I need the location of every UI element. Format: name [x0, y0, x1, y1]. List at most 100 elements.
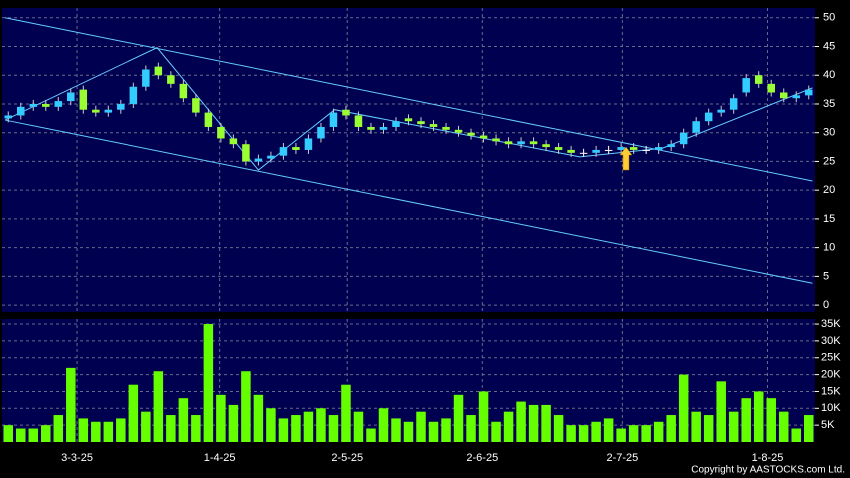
y-tick-label: 15K — [821, 385, 841, 397]
y-tick-label: 10K — [821, 402, 841, 414]
x-tick-label: 1-4-25 — [204, 452, 236, 464]
candle-body — [404, 118, 413, 122]
candle-body — [679, 132, 688, 145]
candle-body — [67, 92, 75, 102]
candle-body — [129, 86, 138, 104]
volume-bar — [628, 425, 639, 442]
candle-body — [604, 149, 613, 151]
candle-body — [629, 147, 638, 150]
candle-body — [92, 109, 100, 113]
volume-bar — [53, 415, 64, 442]
y-tick-label: 45 — [823, 40, 835, 52]
candle-body — [467, 132, 475, 136]
volume-bar — [128, 384, 139, 442]
y-tick-label: 35 — [823, 98, 835, 110]
candle-body — [592, 149, 600, 153]
candle-body — [142, 69, 150, 87]
y-tick-label: 35K — [821, 318, 841, 330]
volume-bar — [428, 421, 439, 442]
volume-bar — [178, 398, 189, 442]
volume-bar — [278, 418, 289, 442]
candle-body — [29, 103, 38, 107]
candle-body — [392, 121, 400, 127]
candle-body — [329, 112, 338, 127]
y-tick-label: 50 — [823, 12, 835, 24]
candle-body — [4, 115, 13, 119]
volume-bar — [141, 411, 151, 442]
volume-bar — [153, 371, 164, 442]
volume-bar — [28, 428, 39, 442]
candle-body — [417, 121, 425, 125]
volume-bar — [603, 418, 614, 442]
candle-body — [179, 83, 188, 99]
candle-body — [617, 147, 625, 150]
volume-bar — [466, 415, 476, 442]
volume-bar — [303, 411, 314, 442]
y-tick-label: 20K — [821, 369, 841, 381]
volume-bar — [641, 425, 651, 442]
x-tick-label: 1-8-25 — [752, 452, 784, 464]
volume-bar — [516, 401, 526, 442]
x-tick-label: 2-6-25 — [466, 452, 498, 464]
volume-bar — [578, 425, 589, 442]
volume-bar — [678, 374, 689, 442]
volume-bar — [216, 394, 226, 442]
volume-bar — [703, 415, 714, 442]
candle-body — [717, 109, 725, 113]
candle-body — [479, 135, 488, 139]
candle-body — [192, 98, 200, 113]
candle-body — [17, 106, 25, 116]
volume-bar — [691, 411, 701, 442]
y-tick-label: 40 — [823, 69, 835, 81]
footer: Copyright by AASTOCKS.com Ltd. — [691, 465, 845, 476]
trend-line — [4, 17, 813, 182]
volume-bar — [803, 415, 814, 442]
candle-body — [204, 112, 213, 127]
volume-bar — [228, 404, 239, 442]
volume-bar — [753, 391, 764, 442]
volume-bar — [328, 415, 339, 442]
y-tick-label: 5 — [823, 270, 829, 282]
y-tick-label: 15 — [823, 213, 835, 225]
volume-bar — [241, 371, 251, 442]
volume-bar — [541, 404, 551, 442]
volume-bar — [478, 391, 489, 442]
arrow-annotation — [619, 146, 633, 171]
volume-bar — [566, 425, 576, 442]
candle-body — [42, 103, 50, 107]
volume-bar — [291, 415, 301, 442]
candle-body — [667, 144, 675, 148]
volume-bar — [716, 381, 726, 442]
candle-body — [379, 126, 388, 130]
volume-bar — [416, 411, 426, 442]
candle-body — [354, 115, 363, 127]
candle-body — [754, 75, 763, 84]
candle-body — [742, 78, 750, 93]
y-tick-label: 25K — [821, 352, 841, 364]
volume-bar — [316, 408, 326, 442]
x-tick-label: 3-3-25 — [61, 452, 93, 464]
volume-bar — [366, 428, 376, 442]
candle-body — [517, 141, 525, 145]
candle-body — [554, 147, 563, 150]
volume-bar — [91, 421, 101, 442]
volume-bar — [766, 398, 776, 442]
candle-body — [567, 149, 575, 153]
candle-body — [304, 138, 313, 150]
candle-body — [267, 155, 275, 159]
candle-body — [804, 89, 813, 96]
x-tick-label: 2-5-25 — [331, 452, 363, 464]
candle-body — [217, 126, 225, 139]
candle-body — [317, 126, 325, 139]
candle-body — [729, 98, 738, 110]
candle-body — [429, 124, 438, 127]
y-tick-label: 30 — [823, 127, 835, 139]
candle-body — [454, 129, 463, 133]
volume-bar — [778, 411, 789, 442]
candle-body — [642, 149, 650, 151]
candle-body — [442, 126, 450, 130]
volume-bar — [591, 421, 601, 442]
volume-bar — [653, 421, 664, 442]
